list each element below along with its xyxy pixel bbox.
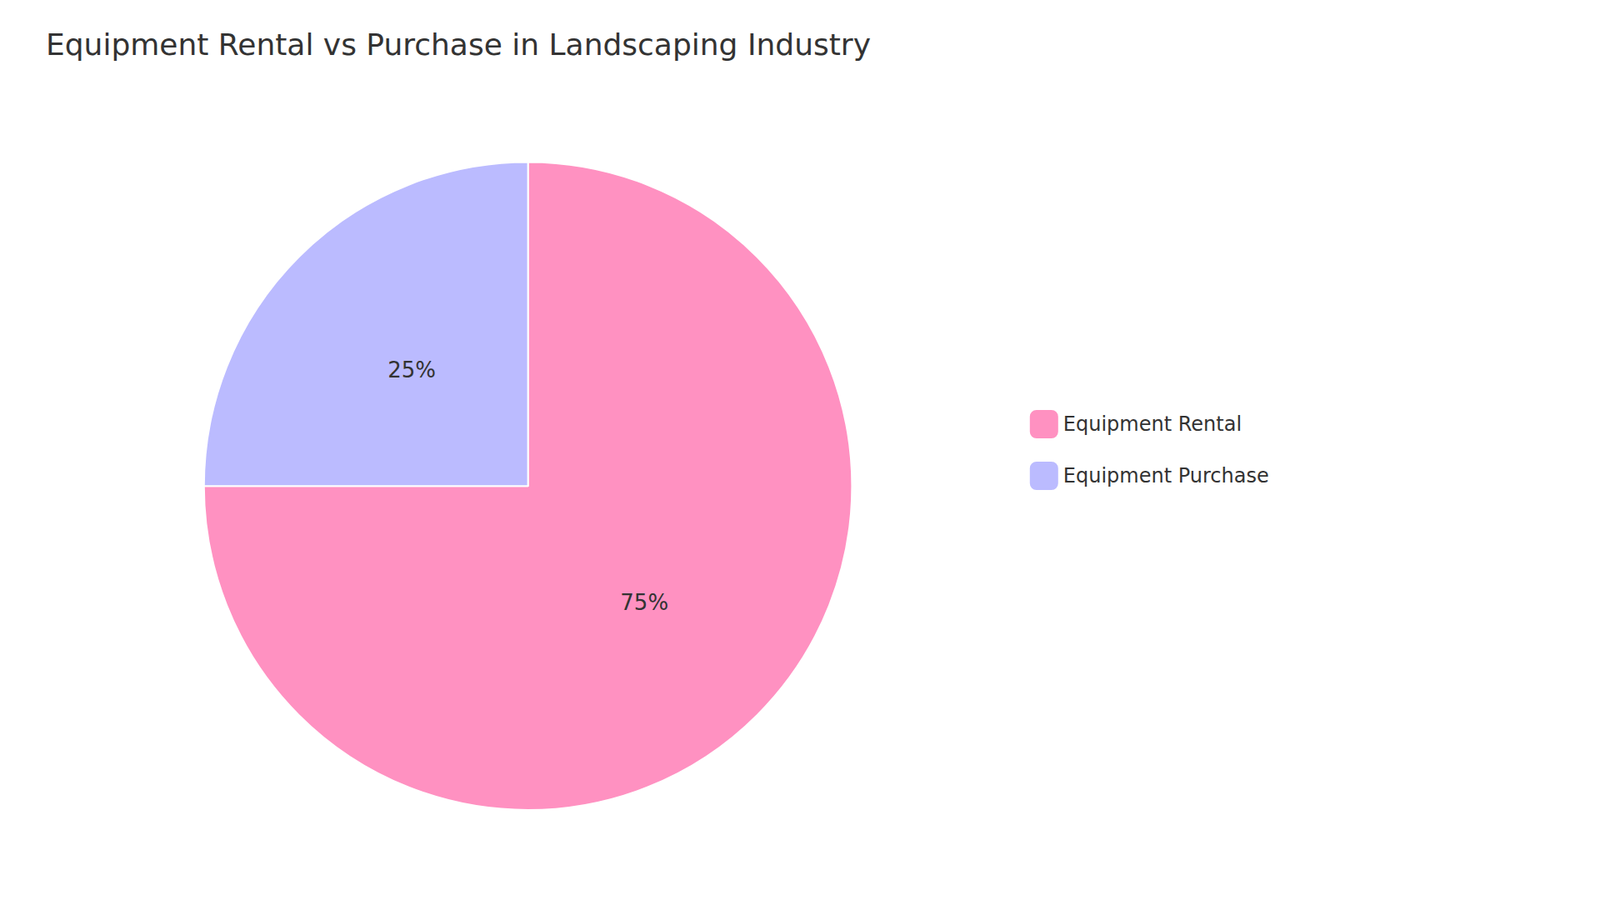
svg-text:Equipment Rental vs Purchase i: Equipment Rental vs Purchase in Landscap…	[45, 27, 871, 62]
svg-text:Equipment Purchase: Equipment Purchase	[1063, 464, 1270, 488]
svg-text:25%: 25%	[387, 357, 436, 383]
svg-text:75%: 75%	[620, 590, 669, 615]
svg-text:Equipment Rental: Equipment Rental	[1063, 412, 1242, 436]
